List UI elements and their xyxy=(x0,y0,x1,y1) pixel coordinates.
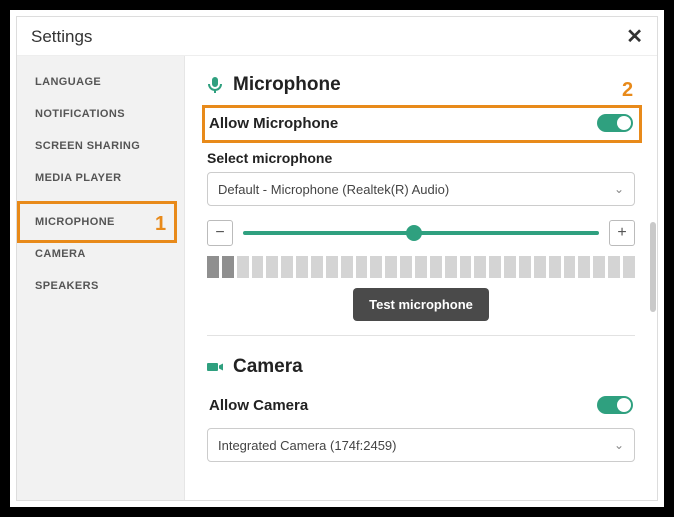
meter-bar xyxy=(326,256,338,278)
allow-microphone-label: Allow Microphone xyxy=(209,115,597,132)
meter-bar xyxy=(430,256,442,278)
meter-bar xyxy=(460,256,472,278)
sidebar-item-language[interactable]: LANGUAGE xyxy=(17,66,184,98)
volume-slider-knob[interactable] xyxy=(406,225,422,241)
meter-bar xyxy=(534,256,546,278)
camera-device-select[interactable]: Integrated Camera (174f:2459) ⌄ xyxy=(207,428,635,462)
sidebar-item-speakers[interactable]: SPEAKERS xyxy=(17,270,184,302)
dialog-title: Settings xyxy=(31,27,92,47)
microphone-icon xyxy=(207,77,223,93)
meter-bar xyxy=(519,256,531,278)
meter-bar xyxy=(370,256,382,278)
section-microphone: Microphone Allow Microphone Select micro… xyxy=(207,68,635,321)
meter-bar xyxy=(222,256,234,278)
scrollbar-thumb[interactable] xyxy=(650,222,656,312)
meter-bar xyxy=(237,256,249,278)
camera-heading-row: Camera xyxy=(207,350,635,388)
meter-bar xyxy=(341,256,353,278)
microphone-level-meter xyxy=(207,256,635,278)
sidebar-item-media-player[interactable]: MEDIA PLAYER xyxy=(17,162,184,194)
screenshot-frame: Settings ✕ LANGUAGE NOTIFICATIONS SCREEN… xyxy=(0,0,674,517)
camera-heading: Camera xyxy=(233,356,303,378)
dialog-body: LANGUAGE NOTIFICATIONS SCREEN SHARING ME… xyxy=(17,55,657,500)
meter-bar xyxy=(311,256,323,278)
settings-dialog: Settings ✕ LANGUAGE NOTIFICATIONS SCREEN… xyxy=(16,16,658,501)
select-microphone-label: Select microphone xyxy=(207,150,635,166)
dialog-titlebar: Settings ✕ xyxy=(17,17,657,55)
close-icon[interactable]: ✕ xyxy=(626,27,643,47)
meter-bar xyxy=(281,256,293,278)
settings-content[interactable]: Microphone Allow Microphone Select micro… xyxy=(185,56,657,500)
meter-bar xyxy=(593,256,605,278)
chevron-down-icon: ⌄ xyxy=(614,182,624,196)
meter-bar xyxy=(564,256,576,278)
meter-bar xyxy=(623,256,635,278)
meter-bar xyxy=(445,256,457,278)
settings-sidebar: LANGUAGE NOTIFICATIONS SCREEN SHARING ME… xyxy=(17,56,185,500)
meter-bar xyxy=(474,256,486,278)
meter-bar xyxy=(296,256,308,278)
meter-bar xyxy=(207,256,219,278)
allow-camera-row: Allow Camera xyxy=(207,388,635,422)
meter-bar xyxy=(266,256,278,278)
allow-camera-label: Allow Camera xyxy=(209,397,597,414)
sidebar-item-notifications[interactable]: NOTIFICATIONS xyxy=(17,98,184,130)
sidebar-item-screen-sharing[interactable]: SCREEN SHARING xyxy=(17,130,184,162)
allow-microphone-row: Allow Microphone xyxy=(207,106,635,140)
microphone-device-value: Default - Microphone (Realtek(R) Audio) xyxy=(218,182,614,197)
meter-bar xyxy=(356,256,368,278)
microphone-heading-row: Microphone xyxy=(207,68,635,106)
meter-bar xyxy=(608,256,620,278)
meter-bar xyxy=(578,256,590,278)
chevron-down-icon: ⌄ xyxy=(614,438,624,452)
meter-bar xyxy=(252,256,264,278)
volume-increase-button[interactable]: + xyxy=(609,220,635,246)
volume-slider[interactable] xyxy=(243,231,599,235)
meter-bar xyxy=(489,256,501,278)
allow-camera-toggle[interactable] xyxy=(597,396,633,414)
volume-decrease-button[interactable]: − xyxy=(207,220,233,246)
allow-microphone-toggle[interactable] xyxy=(597,114,633,132)
microphone-heading: Microphone xyxy=(233,74,341,96)
section-divider xyxy=(207,335,635,336)
sidebar-item-microphone[interactable]: MICROPHONE xyxy=(17,206,184,238)
sidebar-item-camera[interactable]: CAMERA xyxy=(17,238,184,270)
microphone-device-select[interactable]: Default - Microphone (Realtek(R) Audio) … xyxy=(207,172,635,206)
camera-icon xyxy=(207,359,223,375)
microphone-volume-row: − + xyxy=(207,220,635,246)
section-camera: Camera Allow Camera Integrated Camera (1… xyxy=(207,350,635,462)
meter-bar xyxy=(415,256,427,278)
meter-bar xyxy=(504,256,516,278)
meter-bar xyxy=(385,256,397,278)
meter-bar xyxy=(549,256,561,278)
camera-device-value: Integrated Camera (174f:2459) xyxy=(218,438,614,453)
test-microphone-button[interactable]: Test microphone xyxy=(353,288,489,321)
meter-bar xyxy=(400,256,412,278)
